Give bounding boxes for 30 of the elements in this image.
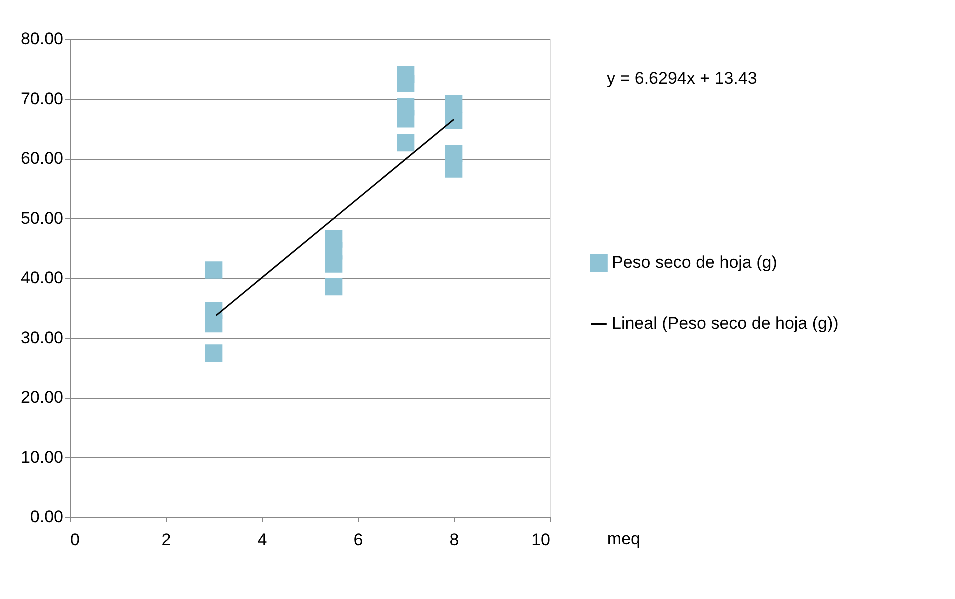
x-tick-label: 10 — [532, 530, 550, 550]
point — [325, 256, 343, 273]
text: y = 6.6294x + 13.43 — [607, 69, 758, 88]
legend-label: Lineal (Peso seco de hoja (g)) — [612, 314, 839, 334]
point — [445, 112, 463, 130]
x-tick-label: 8 — [450, 530, 460, 550]
point — [397, 134, 415, 152]
y-tick-label: 10.00 — [20, 448, 64, 467]
point — [205, 315, 223, 333]
y-tick-label: 60.00 — [20, 149, 64, 168]
y-tick-label: 20.00 — [20, 388, 64, 407]
x-tick-label: 0 — [70, 530, 80, 550]
point — [445, 160, 463, 178]
y-tick-label: 50.00 — [20, 208, 64, 228]
x-axis-title: meq — [607, 530, 640, 548]
x-tick-label: 4 — [258, 530, 268, 550]
point — [445, 95, 463, 113]
point — [325, 278, 343, 296]
point — [205, 344, 223, 362]
x-tick-label: 2 — [162, 530, 172, 550]
y-tick-label: 30.00 — [20, 328, 64, 348]
y-tick-label: 80.00 — [20, 30, 64, 48]
y-tick-label: 0.00 — [30, 508, 64, 526]
x-tick-label: 6 — [354, 530, 364, 550]
y-tick-label: 70.00 — [20, 89, 64, 108]
y-tick-label: 40.00 — [20, 268, 64, 288]
legend-label: Peso seco de hoja (g) — [612, 253, 778, 272]
point — [205, 262, 223, 279]
point — [397, 110, 415, 128]
point — [397, 75, 415, 92]
